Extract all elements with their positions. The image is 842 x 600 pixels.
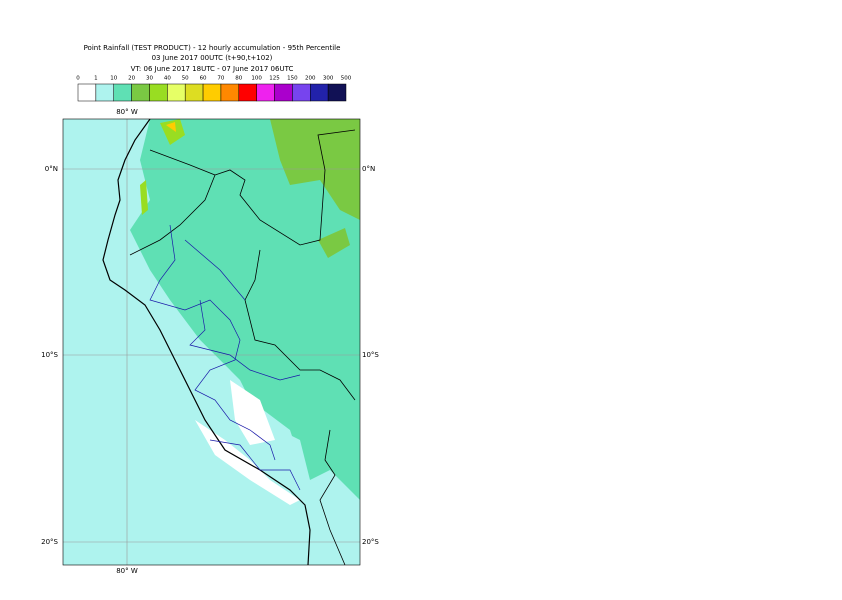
legend-label: 10 bbox=[110, 76, 117, 82]
legend-label: 40 bbox=[164, 76, 171, 82]
legend-label: 50 bbox=[182, 76, 189, 82]
lat-label: 10°S bbox=[41, 351, 58, 359]
legend-label: 100 bbox=[251, 76, 262, 82]
legend-swatch bbox=[113, 83, 132, 102]
legend-swatch bbox=[256, 83, 275, 102]
legend-swatch bbox=[310, 83, 329, 102]
legend-label: 60 bbox=[200, 76, 207, 82]
lat-label: 10°S bbox=[362, 351, 379, 359]
legend-swatch bbox=[149, 83, 168, 102]
title-block: Point Rainfall (TEST PRODUCT) - 12 hourl… bbox=[84, 44, 341, 73]
coastline bbox=[102, 119, 311, 565]
legend-label: 500 bbox=[341, 76, 352, 82]
legend-label: 80 bbox=[235, 76, 242, 82]
legend-label: 300 bbox=[323, 76, 334, 82]
lat-label: 20°S bbox=[362, 538, 379, 546]
legend-swatch bbox=[202, 83, 222, 102]
map-frame bbox=[62, 118, 361, 566]
title-line: 03 June 2017 00UTC (t+90,t+102) bbox=[152, 54, 273, 62]
legend-label: 70 bbox=[217, 76, 224, 82]
legend-swatch bbox=[274, 83, 293, 102]
title-line: VT: 06 June 2017 18UTC - 07 June 2017 06… bbox=[131, 65, 294, 73]
legend-swatch bbox=[77, 83, 97, 102]
legend-label: 20 bbox=[128, 76, 135, 82]
legend-label: 125 bbox=[269, 76, 280, 82]
rain-patch bbox=[166, 122, 176, 132]
legend-label: 150 bbox=[287, 76, 298, 82]
legend-swatch bbox=[220, 83, 240, 102]
legend-label: 0 bbox=[76, 76, 80, 82]
border bbox=[129, 129, 356, 565]
rain-patch bbox=[140, 180, 148, 215]
legend-swatch bbox=[167, 83, 186, 102]
map: 80° W 80° W 0°N 0°N 10°S 10°S 20°S 20°S bbox=[41, 108, 379, 575]
lat-label: 0°N bbox=[45, 165, 58, 173]
legend-label: 200 bbox=[305, 76, 316, 82]
region-border bbox=[149, 224, 301, 491]
rain-patch bbox=[270, 119, 360, 220]
legend-swatch bbox=[292, 83, 311, 102]
legend-label: 30 bbox=[146, 76, 153, 82]
dry-area bbox=[230, 380, 275, 445]
rain-patch bbox=[160, 119, 185, 145]
title-line: Point Rainfall (TEST PRODUCT) - 12 hourl… bbox=[84, 44, 341, 52]
legend-swatch bbox=[327, 83, 347, 102]
land-wet bbox=[130, 119, 360, 500]
lat-label: 0°N bbox=[362, 165, 375, 173]
rain-patch bbox=[318, 228, 350, 258]
legend-swatch bbox=[184, 83, 204, 102]
legend-swatch bbox=[131, 83, 150, 102]
legend-swatch bbox=[95, 83, 114, 102]
lon-label: 80° W bbox=[116, 567, 138, 575]
lat-label: 20°S bbox=[41, 538, 58, 546]
lon-label: 80° W bbox=[116, 108, 138, 116]
legend: 0 1 10 20 30 40 50 60 70 80 100 125 150 200 300 500 bbox=[76, 76, 352, 102]
legend-swatch bbox=[238, 83, 257, 102]
legend-label: 1 bbox=[94, 76, 98, 82]
